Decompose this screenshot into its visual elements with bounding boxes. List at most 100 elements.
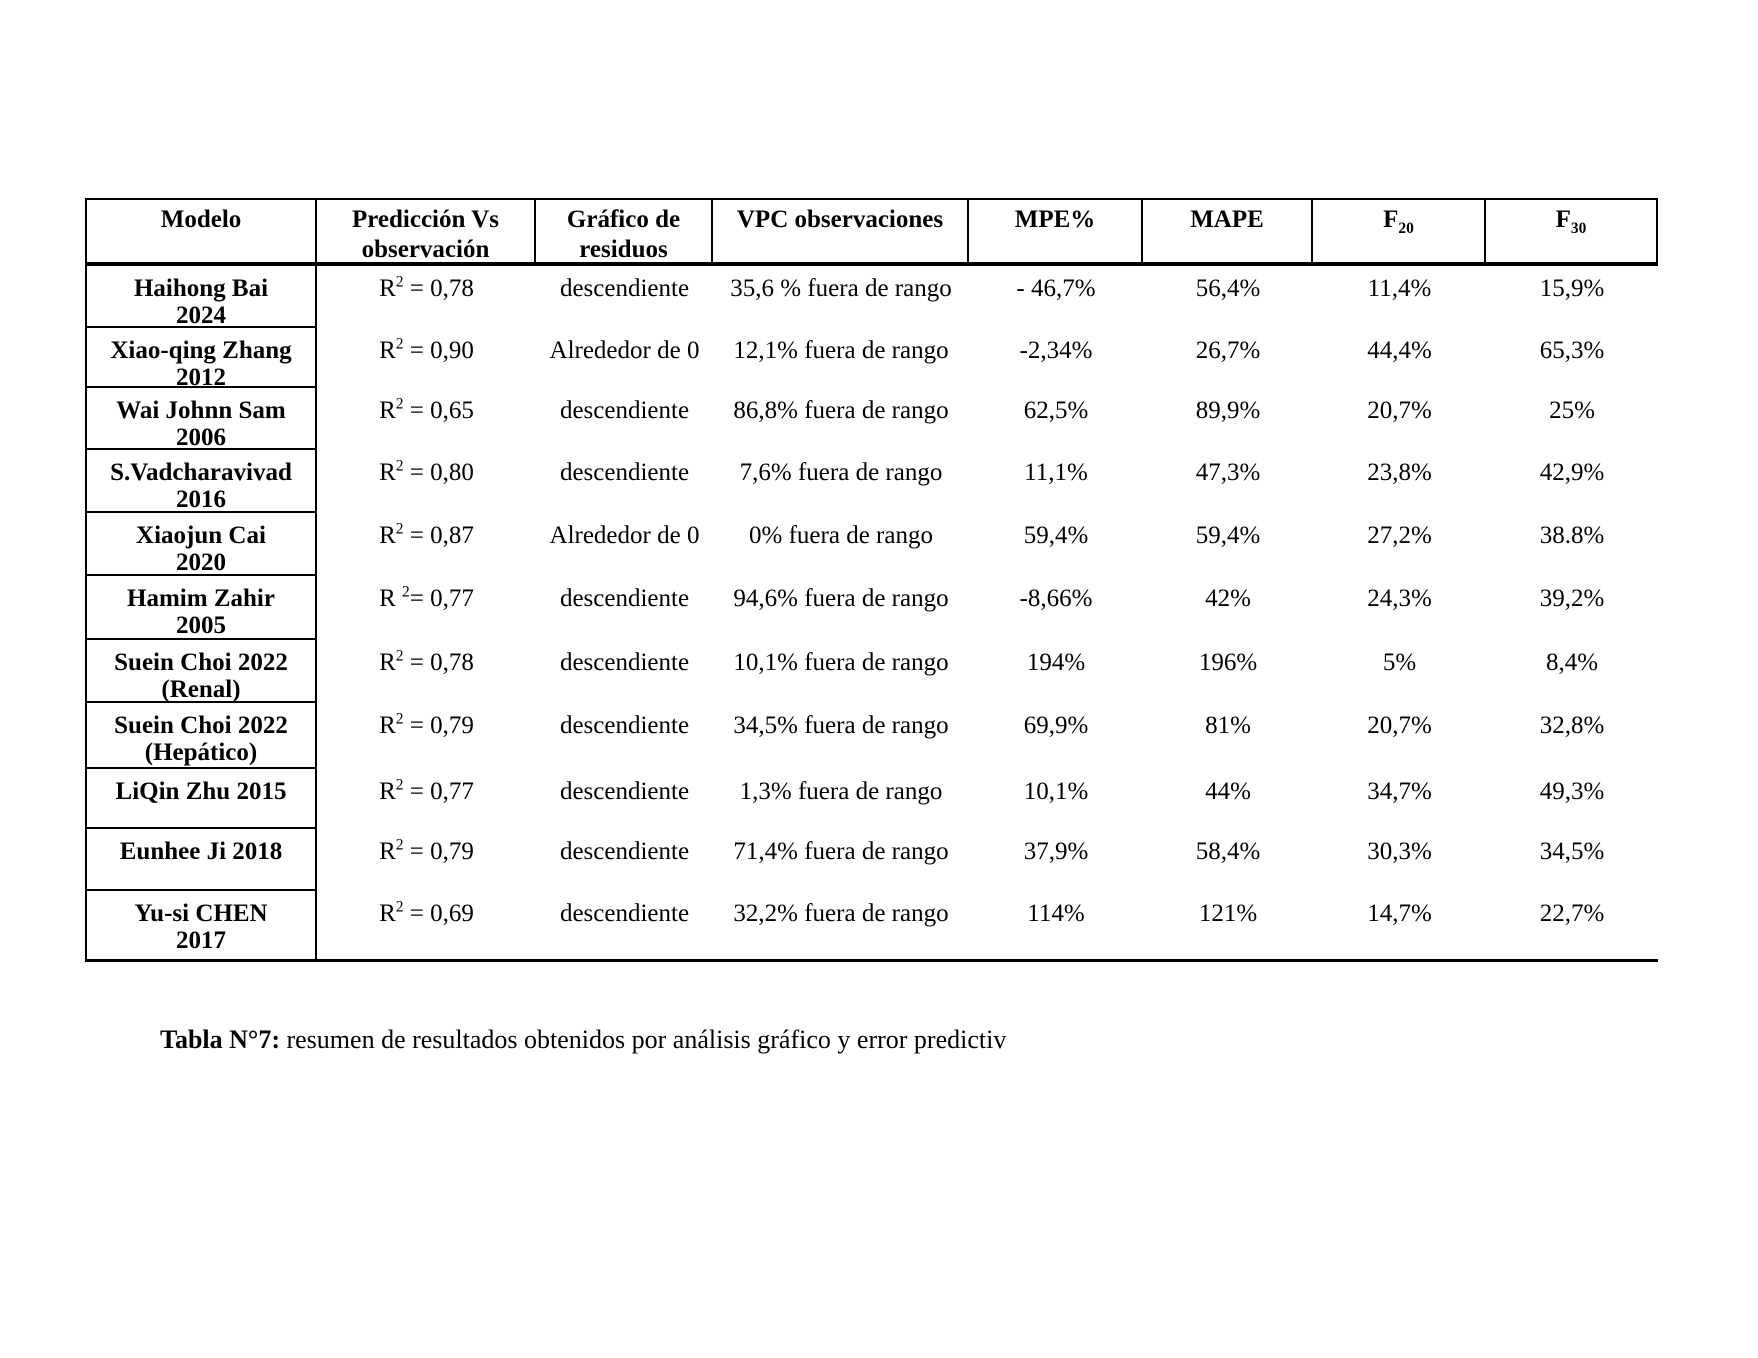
caption-label: Tabla N°7: [160, 1025, 280, 1054]
header-cell-grafico: Gráfico de residuos [536, 200, 713, 263]
model-year: 2024 [176, 302, 226, 329]
vpc-cell: 32,2% fuera de rango [733, 900, 949, 927]
mpe-cell: - 46,7% [1016, 275, 1096, 302]
model-cell: Haihong Bai 2024 [85, 266, 317, 329]
f30-cell: 22,7% [1539, 900, 1605, 927]
model-name: Haihong Bai [133, 275, 269, 302]
mape-cell: 81% [1205, 712, 1251, 739]
model-cell: Yu-si CHEN 2017 [85, 891, 317, 959]
header-label: Gráfico de residuos [566, 206, 681, 263]
header-label: Modelo [160, 206, 242, 233]
table-header-row: Modelo Predicción Vs observación Gráfico… [85, 200, 1658, 266]
model-name: Suein Choi 2022 [114, 649, 288, 676]
caption-text: resumen de resultados obtenidos por anál… [279, 1025, 1007, 1054]
model-cell: Eunhee Ji 2018 [85, 829, 317, 891]
prediction-cell: R2 = 0,78 [379, 273, 474, 302]
mpe-cell: -8,66% [1019, 585, 1093, 612]
vpc-cell: 0% fuera de rango [749, 522, 933, 549]
f20-cell: 5% [1382, 649, 1417, 676]
prediction-cell: R2 = 0,78 [379, 647, 474, 676]
model-name: Xiao-qing Zhang [110, 337, 292, 364]
header-label: Predicción Vs observación [352, 206, 499, 263]
f30-cell: 15,9% [1539, 275, 1605, 302]
model-year: 2020 [176, 549, 226, 576]
vpc-cell: 35,6 % fuera de rango [730, 275, 952, 302]
table-row: Hamim Zahir 2005 R 2= 0,77 descendiente 9… [85, 576, 1658, 640]
mpe-cell: 11,1% [1024, 459, 1088, 486]
table-row: LiQin Zhu 2015 R2 = 0,77 descendiente 1,… [85, 769, 1658, 829]
mpe-cell: -2,34% [1019, 337, 1093, 364]
header-cell-prediccion: Predicción Vs observación [317, 200, 536, 263]
header-cell-mape: MAPE [1143, 200, 1313, 262]
model-year: (Renal) [161, 676, 241, 703]
table-row: Xiao-qing Zhang 2012 R2 = 0,90 Alrededor … [85, 328, 1658, 391]
f20-cell: 23,8% [1367, 459, 1432, 486]
vpc-cell: 94,6% fuera de rango [733, 585, 949, 612]
mape-cell: 58,4% [1195, 838, 1261, 865]
f20-cell: 24,3% [1367, 585, 1432, 612]
mpe-cell: 10,1% [1023, 778, 1089, 805]
header-cell-f30: F30 [1486, 200, 1658, 262]
model-year: 2017 [176, 927, 226, 954]
f20-cell: 30,3% [1367, 838, 1432, 865]
prediction-cell: R2 = 0,87 [379, 520, 474, 549]
f30-cell: 38.8% [1539, 522, 1605, 549]
f30-cell: 8,4% [1545, 649, 1599, 676]
mape-cell: 196% [1198, 649, 1258, 676]
model-name: Wai Johnn Sam [116, 397, 286, 424]
vpc-cell: 86,8% fuera de rango [733, 397, 949, 424]
residuals-cell: descendiente [559, 900, 690, 927]
table-row: Wai Johnn Sam 2006 R2 = 0,65 descendiente… [85, 388, 1658, 451]
f30-cell: 32,8% [1539, 712, 1605, 739]
mpe-cell: 194% [1026, 649, 1086, 676]
model-cell: Hamim Zahir 2005 [85, 576, 317, 640]
f30-cell: 25% [1549, 397, 1595, 424]
f30-cell: 34,5% [1539, 838, 1605, 865]
table-row: Eunhee Ji 2018 R2 = 0,79 descendiente 71… [85, 829, 1658, 891]
f20-cell: 27,2% [1367, 522, 1432, 549]
model-name: Xiaojun Cai [136, 522, 266, 549]
model-name: Suein Choi 2022 [114, 712, 288, 739]
table-row: Suein Choi 2022 (Hepático) R2 = 0,79 desc… [85, 703, 1658, 769]
model-cell: LiQin Zhu 2015 [85, 769, 317, 829]
model-name: Hamim Zahir [127, 585, 275, 612]
header-label: MPE% [1014, 206, 1096, 233]
model-cell: Suein Choi 2022 (Renal) [85, 640, 317, 703]
prediction-cell: R2 = 0,80 [379, 457, 474, 486]
residuals-cell: descendiente [559, 397, 690, 424]
table-row: Haihong Bai 2024 R2 = 0,78 descendiente 3… [85, 266, 1658, 329]
mape-cell: 89,9% [1195, 397, 1261, 424]
model-name: LiQin Zhu 2015 [115, 778, 287, 805]
results-table: Modelo Predicción Vs observación Gráfico… [85, 198, 1658, 962]
model-cell: Suein Choi 2022 (Hepático) [85, 703, 317, 769]
mpe-cell: 62,5% [1023, 397, 1089, 424]
table-row: Yu-si CHEN 2017 R2 = 0,69 descendiente 32… [85, 891, 1658, 959]
prediction-cell: R2 = 0,90 [379, 335, 474, 364]
f20-cell: 20,7% [1367, 397, 1432, 424]
model-name: Eunhee Ji 2018 [119, 838, 283, 865]
vpc-cell: 12,1% fuera de rango [733, 337, 949, 364]
f30-cell: 42,9% [1539, 459, 1605, 486]
header-subscript: 20 [1398, 220, 1414, 237]
residuals-cell: descendiente [559, 712, 690, 739]
header-cell-vpc: VPC observaciones [713, 200, 969, 262]
prediction-cell: R 2= 0,77 [379, 583, 474, 612]
model-cell: Wai Johnn Sam 2006 [85, 388, 317, 451]
header-label: VPC observaciones [736, 206, 944, 233]
residuals-cell: descendiente [559, 585, 690, 612]
residuals-cell: descendiente [559, 649, 690, 676]
model-year: 2005 [176, 612, 226, 639]
residuals-cell: descendiente [559, 459, 690, 486]
f20-cell: 34,7% [1367, 778, 1432, 805]
f20-cell: 14,7% [1367, 900, 1432, 927]
prediction-cell: R2 = 0,79 [379, 710, 474, 739]
table-row: Suein Choi 2022 (Renal) R2 = 0,78 descend… [85, 640, 1658, 703]
f30-cell: 49,3% [1539, 778, 1605, 805]
table-row: S.Vadcharavivad 2016 R2 = 0,80 descendien… [85, 450, 1658, 513]
header-cell-mpe: MPE% [969, 200, 1143, 262]
mpe-cell: 59,4% [1023, 522, 1089, 549]
mape-cell: 121% [1198, 900, 1258, 927]
vpc-cell: 34,5% fuera de rango [733, 712, 949, 739]
model-year: (Hepático) [144, 739, 258, 766]
